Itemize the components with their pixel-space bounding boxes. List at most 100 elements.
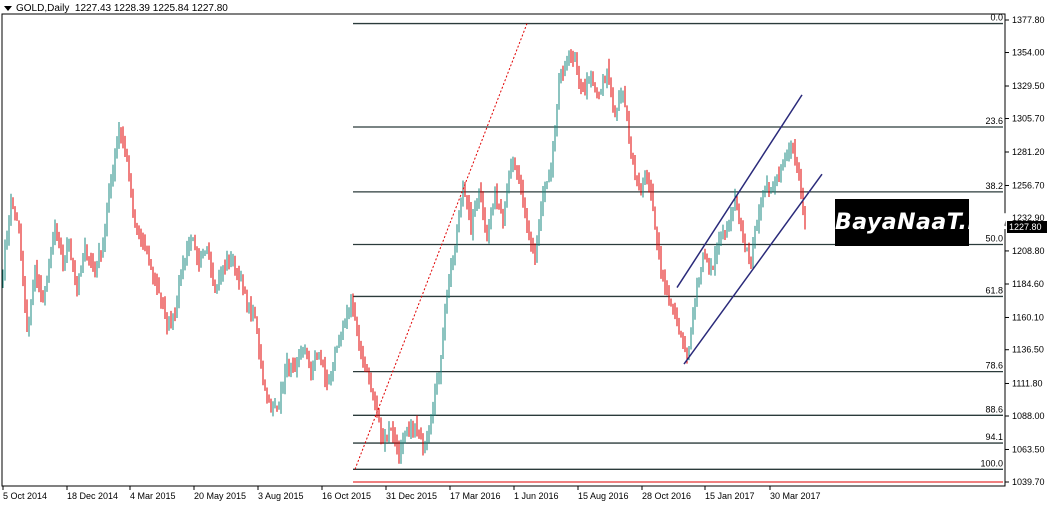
candle bbox=[524, 197, 526, 219]
candle-body bbox=[746, 250, 748, 252]
y-tick-label: 1329.50 bbox=[1012, 81, 1045, 91]
candle bbox=[572, 50, 574, 67]
candle bbox=[78, 273, 80, 296]
chevron-down-icon[interactable] bbox=[4, 5, 12, 11]
candle-body bbox=[704, 253, 706, 259]
candle bbox=[354, 302, 356, 321]
candle bbox=[760, 197, 762, 221]
candle bbox=[554, 125, 556, 152]
candle-body bbox=[484, 213, 486, 229]
candle-body bbox=[228, 258, 230, 263]
fib-level-label: 23.6 bbox=[985, 116, 1003, 126]
candle-body bbox=[436, 377, 438, 394]
candle-body bbox=[200, 258, 202, 265]
channel-upper-line bbox=[676, 94, 803, 288]
candle bbox=[362, 345, 364, 368]
candle-body bbox=[250, 303, 252, 315]
candle-body bbox=[52, 239, 54, 249]
candle bbox=[638, 172, 640, 191]
candle bbox=[186, 240, 188, 266]
x-tick-label: 30 Mar 2017 bbox=[770, 491, 821, 501]
candle bbox=[552, 141, 554, 178]
candle bbox=[212, 262, 214, 286]
candle bbox=[712, 265, 714, 271]
candle-body bbox=[558, 80, 560, 108]
candle-body bbox=[362, 353, 364, 360]
candle-body bbox=[194, 239, 196, 249]
candle bbox=[628, 110, 630, 144]
candle bbox=[356, 316, 358, 337]
candle bbox=[394, 427, 396, 447]
candle bbox=[528, 220, 530, 241]
candle bbox=[276, 405, 278, 412]
candle bbox=[244, 286, 246, 294]
candle-body bbox=[586, 80, 588, 92]
candle-body bbox=[6, 237, 8, 248]
candle-body bbox=[426, 434, 428, 442]
candle bbox=[492, 203, 494, 216]
candle bbox=[542, 185, 544, 217]
candle bbox=[490, 207, 492, 230]
candle-body bbox=[334, 353, 336, 368]
candle-body bbox=[680, 331, 682, 336]
candle-body bbox=[340, 334, 342, 346]
candle bbox=[248, 302, 250, 314]
candle bbox=[110, 174, 112, 199]
candle-body bbox=[490, 214, 492, 225]
candle bbox=[758, 204, 760, 234]
candle-body bbox=[16, 218, 18, 220]
candle bbox=[342, 320, 344, 340]
candle-body bbox=[66, 245, 68, 258]
candle bbox=[754, 225, 756, 249]
candle-body bbox=[772, 187, 774, 189]
candle bbox=[420, 427, 422, 440]
candle bbox=[670, 298, 672, 307]
candle bbox=[62, 244, 64, 272]
candle bbox=[392, 421, 394, 443]
candle-body bbox=[304, 349, 306, 351]
candle-body bbox=[430, 417, 432, 427]
y-tick-label: 1184.60 bbox=[1012, 279, 1044, 289]
candle-body bbox=[148, 253, 150, 265]
candle-body bbox=[68, 244, 70, 247]
candle bbox=[216, 284, 218, 294]
candle-body bbox=[566, 59, 568, 69]
candle-body bbox=[592, 78, 594, 82]
candle bbox=[682, 332, 684, 349]
candle bbox=[700, 267, 702, 285]
candle-body bbox=[206, 247, 208, 252]
candle-body bbox=[502, 210, 504, 221]
candle-body bbox=[26, 305, 28, 328]
candle-body bbox=[550, 170, 552, 177]
candle bbox=[198, 248, 200, 272]
candle-body bbox=[688, 347, 690, 360]
candle-body bbox=[614, 106, 616, 112]
candle-body bbox=[166, 313, 168, 329]
candle-body bbox=[450, 264, 452, 280]
candle-body bbox=[656, 227, 658, 242]
candle-body bbox=[296, 360, 298, 369]
candle bbox=[266, 387, 268, 404]
candle-body bbox=[452, 260, 454, 267]
candle-body bbox=[644, 173, 646, 178]
candle-body bbox=[770, 187, 772, 190]
candle-body bbox=[544, 188, 546, 195]
candle-body bbox=[366, 369, 368, 371]
candle bbox=[302, 346, 304, 358]
candle bbox=[18, 220, 20, 234]
candle bbox=[114, 148, 116, 182]
candle-body bbox=[776, 175, 778, 183]
candle bbox=[714, 245, 716, 276]
candle bbox=[358, 324, 360, 351]
candle-body bbox=[728, 221, 730, 226]
candle bbox=[130, 173, 132, 198]
candle-body bbox=[106, 209, 108, 231]
candle-body bbox=[648, 176, 650, 190]
candle-body bbox=[758, 212, 760, 226]
candle-body bbox=[12, 198, 14, 208]
candle-body bbox=[742, 227, 744, 239]
candle-body bbox=[522, 187, 524, 200]
candle-body bbox=[234, 256, 236, 271]
channel-lower-line bbox=[683, 173, 823, 365]
